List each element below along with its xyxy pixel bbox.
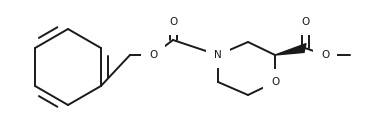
Polygon shape	[275, 44, 306, 55]
Text: O: O	[271, 77, 279, 87]
Text: N: N	[214, 50, 222, 60]
Text: O: O	[149, 50, 157, 60]
Text: O: O	[301, 17, 309, 27]
Text: O: O	[321, 50, 329, 60]
Text: O: O	[169, 17, 177, 27]
Text: N: N	[214, 50, 222, 60]
